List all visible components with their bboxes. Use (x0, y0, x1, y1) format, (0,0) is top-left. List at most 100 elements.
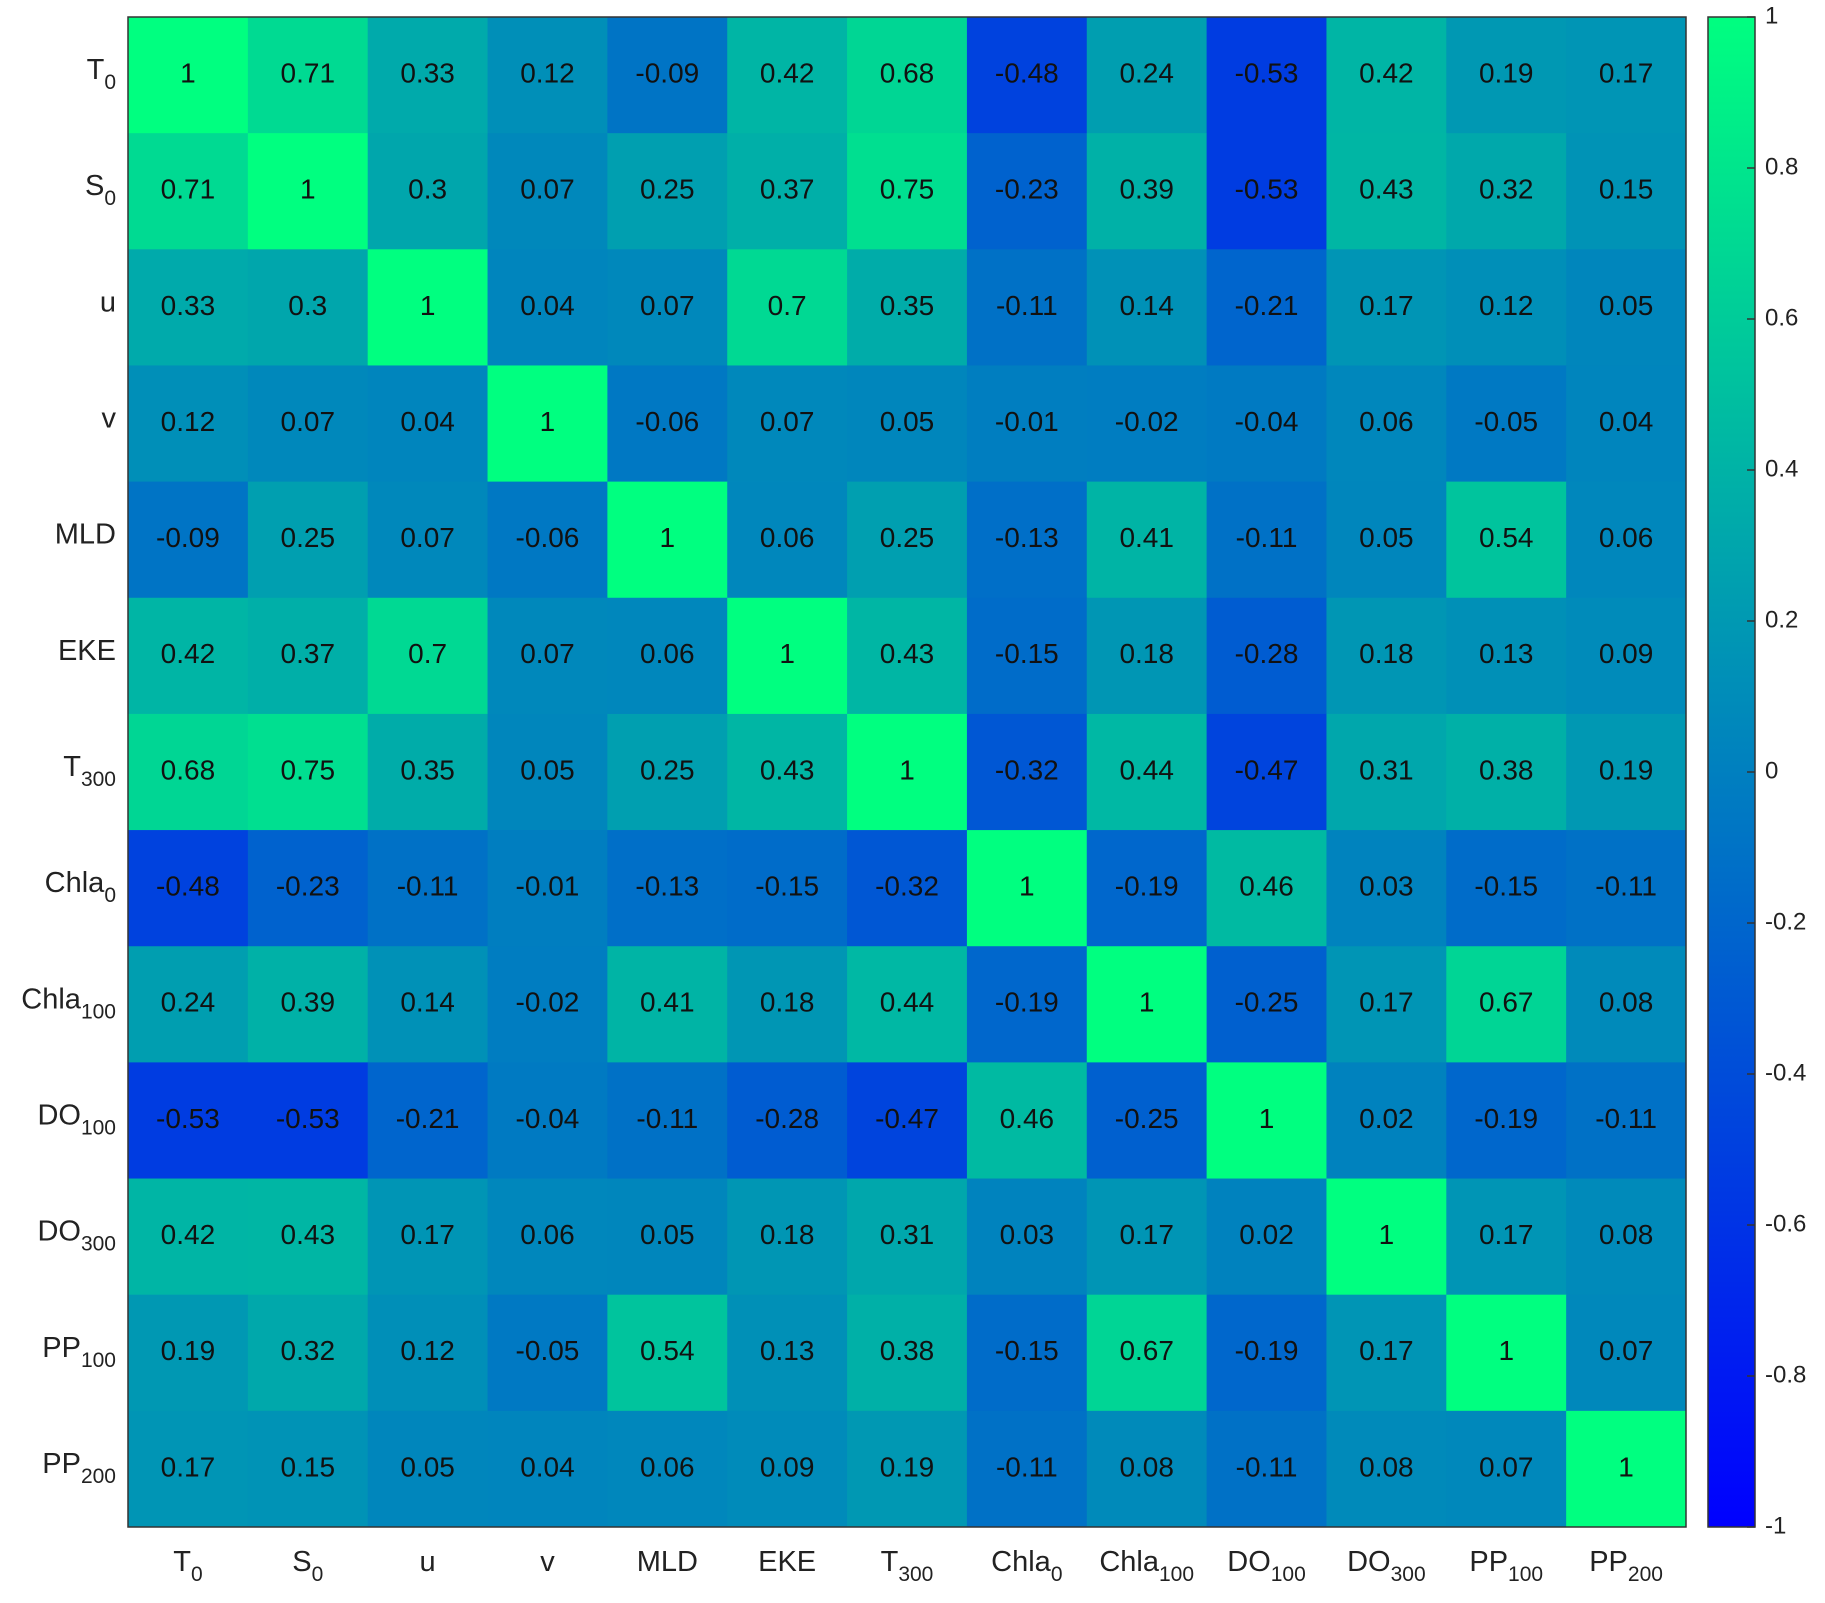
cell (1566, 597, 1687, 715)
cell-label: 0.17 (1599, 57, 1654, 88)
label-base: T (63, 751, 81, 783)
label-sub: 300 (81, 768, 116, 791)
y-tick-label: EKE (58, 635, 116, 667)
cell (1566, 946, 1687, 1063)
cell-label: -0.06 (516, 522, 580, 553)
cell (1086, 1294, 1208, 1412)
cell-label: 0.31 (880, 1219, 935, 1250)
cell (128, 17, 249, 134)
cell (1326, 17, 1447, 134)
cell (128, 1178, 249, 1296)
cell (1446, 1062, 1567, 1180)
cell (367, 713, 489, 831)
cell (607, 249, 728, 366)
cell-label: 0.24 (161, 987, 216, 1018)
cell (847, 365, 968, 483)
cell (487, 597, 608, 715)
cell (1326, 1294, 1447, 1412)
cell-label: -0.32 (995, 754, 1059, 785)
label-base: Chla (21, 983, 82, 1015)
cell-label: -0.53 (276, 1103, 340, 1134)
cell-label: 0.12 (400, 1335, 455, 1366)
cell (1206, 946, 1327, 1063)
cell (727, 830, 848, 947)
colorbar-tick-label: 1 (1765, 2, 1778, 29)
cell-label: 0.02 (1359, 1103, 1414, 1134)
cell (487, 713, 608, 831)
cell-label: 0.17 (161, 1451, 216, 1482)
cell (367, 830, 489, 947)
cell (607, 365, 728, 483)
label-sub: 0 (312, 1563, 324, 1586)
cell (487, 481, 608, 599)
cell (128, 249, 249, 366)
label-sub: 0 (104, 71, 116, 94)
cell-label: 1 (300, 174, 316, 205)
cell (727, 17, 848, 134)
cell-label: 0.42 (161, 638, 216, 669)
cell (607, 713, 728, 831)
cell (1086, 946, 1208, 1063)
cell (847, 713, 968, 831)
cell-label: 0.19 (161, 1335, 216, 1366)
label-base: u (100, 286, 116, 318)
cell-label: 0.54 (640, 1335, 695, 1366)
cell-label: 1 (180, 57, 196, 88)
cell-label: -0.02 (516, 987, 580, 1018)
cell (247, 1410, 369, 1528)
cell-label: -0.11 (1236, 1451, 1298, 1482)
cell-label: -0.47 (1235, 754, 1299, 785)
cell (1446, 1410, 1567, 1528)
cell-label: 0.68 (880, 57, 935, 88)
cell (487, 17, 608, 134)
label-base: v (540, 1546, 555, 1578)
cell-label: -0.23 (276, 871, 340, 902)
cell-label: 0.15 (1599, 174, 1654, 205)
x-tick-label: EKE (758, 1546, 816, 1578)
label-sub: 100 (1508, 1563, 1543, 1586)
cell-label: -0.19 (1474, 1103, 1538, 1134)
cell (966, 481, 1088, 599)
cell-label: -0.47 (875, 1103, 939, 1134)
x-tick-label: v (540, 1546, 555, 1578)
cell (1086, 365, 1208, 483)
cell-label: -0.06 (635, 406, 699, 437)
cell (247, 249, 369, 366)
cell-label: 0.15 (281, 1451, 336, 1482)
cell (247, 1178, 369, 1296)
cell (1326, 1062, 1447, 1180)
cell (1446, 946, 1567, 1063)
cell-label: 0.07 (1599, 1335, 1654, 1366)
x-tick-label: DO100 (1227, 1546, 1306, 1586)
cell-label: 0.17 (1359, 987, 1414, 1018)
x-tick-label: MLD (637, 1546, 698, 1578)
cell-label: -0.25 (1235, 987, 1299, 1018)
cell-label: 0.06 (520, 1219, 575, 1250)
colorbar-tick-label: 0.2 (1765, 606, 1798, 633)
cell-label: -0.11 (1236, 522, 1298, 553)
cell (1206, 1178, 1327, 1296)
cell (1446, 830, 1567, 947)
cell-label: 0.35 (400, 754, 455, 785)
cell (1206, 1294, 1327, 1412)
cell-label: 0.06 (640, 638, 695, 669)
cell-label: 1 (660, 522, 676, 553)
cell-label: 0.43 (1359, 174, 1414, 205)
cell-label: 0.04 (400, 406, 455, 437)
cell-label: 0.41 (640, 987, 695, 1018)
cell-label: -0.28 (755, 1103, 819, 1134)
cell-label: 0.06 (1359, 406, 1414, 437)
cell (1086, 1062, 1208, 1180)
cell-label: 0.39 (1119, 174, 1174, 205)
cell (966, 365, 1088, 483)
cell (966, 830, 1088, 947)
cell (1326, 1178, 1447, 1296)
label-sub: 0 (1051, 1563, 1063, 1586)
x-tick-label: T300 (881, 1546, 934, 1586)
y-tick-label: DO300 (37, 1215, 116, 1255)
cell (1326, 946, 1447, 1063)
x-tick-label: Chla100 (1099, 1546, 1194, 1586)
cell-label: 0.33 (400, 57, 455, 88)
cell (607, 481, 728, 599)
cell (367, 946, 489, 1063)
